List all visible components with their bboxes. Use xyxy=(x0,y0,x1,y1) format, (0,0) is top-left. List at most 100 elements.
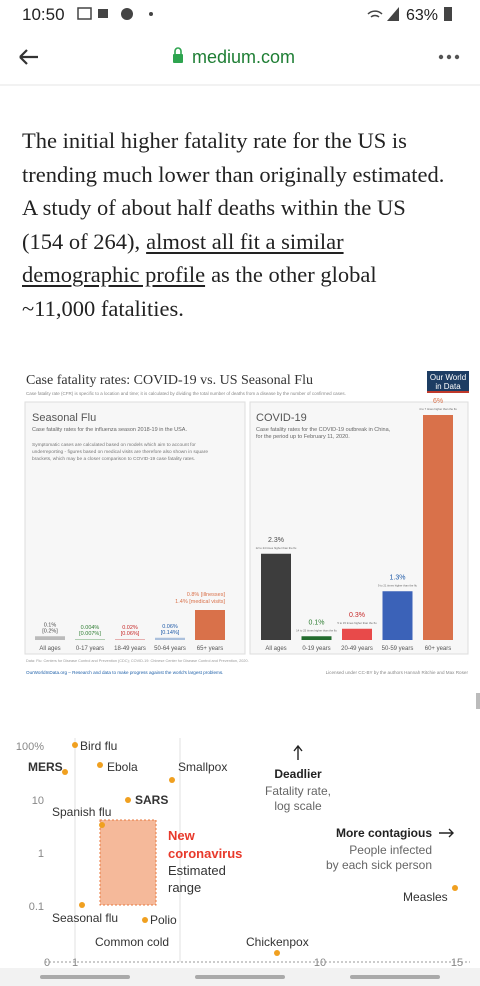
data-point xyxy=(452,885,458,891)
point-label: Spanish flu xyxy=(52,805,111,819)
nav-recents[interactable] xyxy=(40,975,130,979)
nav-home[interactable] xyxy=(195,975,285,979)
bar-label: All ages xyxy=(265,646,286,652)
footer-left: OurWorldInData.org – Research and data t… xyxy=(26,670,223,675)
highlight: New xyxy=(168,828,196,843)
x-note: by each sick person xyxy=(326,858,432,872)
value-label: 0.004% xyxy=(81,625,100,631)
point-label: Seasonal flu xyxy=(52,911,118,925)
estimated-range xyxy=(99,819,157,906)
x-tick-label: 15 xyxy=(451,957,463,969)
line: (154 of 264), almost all fit a similar xyxy=(22,225,472,259)
value-label-alt: [0.06%] xyxy=(121,631,140,637)
bar-label: 50-59 years xyxy=(382,646,414,652)
up-arrow xyxy=(293,744,303,760)
value-label: 0.06% xyxy=(162,624,178,630)
signal-icon xyxy=(387,7,399,21)
value-label: 6% xyxy=(433,398,443,405)
dot xyxy=(149,12,153,16)
point-label: Bird flu xyxy=(80,739,117,753)
value-label-alt: 1.4% [medical visits] xyxy=(175,599,225,605)
logo-bar xyxy=(427,391,469,393)
line: A study of about half deaths within the … xyxy=(22,195,406,221)
logo-text: Our World xyxy=(430,373,466,382)
lock-icon xyxy=(173,54,183,63)
video-icon xyxy=(98,9,108,18)
panel-note: Symptomatic cases are calculated based o… xyxy=(32,442,196,448)
value-note: 5 to 15 times higher than the flu xyxy=(337,621,377,625)
time: 10:50 xyxy=(22,5,65,24)
bar xyxy=(195,610,225,640)
logo xyxy=(427,371,469,393)
data-point xyxy=(72,742,78,748)
battery-icon xyxy=(444,7,452,21)
bar-label: 0-19 years xyxy=(302,646,330,652)
fig1-subtitle: Case fatality rate (CFR) is specific to … xyxy=(26,391,346,396)
point-label: Ebola xyxy=(107,760,138,774)
scrollbar xyxy=(476,693,480,709)
y-tick-label: 10 xyxy=(32,795,44,807)
bar-label: 50-64 years xyxy=(154,646,186,652)
link[interactable]: almost all fit a similar xyxy=(146,228,344,254)
value-note: 12 to 24 times higher than the flu xyxy=(256,546,297,550)
value-label: 0.02% xyxy=(122,625,138,631)
bar xyxy=(423,415,453,640)
range-label: Estimated xyxy=(168,863,226,878)
value-label: 1.3% xyxy=(390,574,406,581)
range-label: range xyxy=(168,880,201,895)
battery-level: 63% xyxy=(406,7,438,24)
nav-back[interactable] xyxy=(350,975,440,979)
data-point xyxy=(142,917,148,923)
bar xyxy=(155,637,185,640)
text: as the other global xyxy=(211,262,377,288)
value-note: 4 to 7 times higher than the flu xyxy=(419,407,457,411)
y-tick-label: 1 xyxy=(38,848,44,860)
line: demographic profile as the other global xyxy=(22,258,472,292)
fig1-title: Case fatality rates: COVID-19 vs. US Sea… xyxy=(26,373,313,388)
value-label: 0.8% [illnesses] xyxy=(187,592,226,598)
value-note: 14 to 25 times higher than the flu xyxy=(296,628,337,632)
value-label: 0.1% xyxy=(44,622,57,628)
highlight: coronavirus xyxy=(168,846,242,861)
point-label: Polio xyxy=(150,913,177,927)
bar-label: 60+ years xyxy=(425,646,452,652)
panel-note: brackets, which may be a closer comparis… xyxy=(32,456,195,462)
source: Data: Flu: Centers for Disease Control a… xyxy=(26,659,249,663)
line: ~11,000 fatalities. xyxy=(22,295,184,321)
value-label: 0.1% xyxy=(309,619,325,626)
right-arrow xyxy=(439,828,454,838)
bar-label: 20-49 years xyxy=(341,646,373,652)
bar xyxy=(75,639,105,640)
point-label: Chickenpox xyxy=(246,935,309,949)
bar-label: 0-17 years xyxy=(76,646,104,652)
bar-label: All ages xyxy=(39,646,60,652)
data-point xyxy=(274,950,280,956)
url[interactable]: medium.com xyxy=(192,47,295,67)
back-button[interactable] xyxy=(19,49,38,65)
bar-label: 18-49 years xyxy=(114,646,146,652)
value-note: 9 to 21 times higher than the flu xyxy=(378,583,418,587)
x-tick-label: 0 xyxy=(44,957,50,969)
panel-subtitle: for the period up to February 11, 2020. xyxy=(256,434,350,440)
x-tick-label: 1 xyxy=(72,957,78,969)
y-tick-label: 0.1 xyxy=(29,901,44,913)
x-title: More contagious xyxy=(336,826,432,840)
figure-2: 100% 10 1 0.1 0 1 10 15 MERS Bird flu Ebola Smallpo… xyxy=(16,738,470,969)
article: The initial higher fatality rate for the… xyxy=(22,124,472,326)
data-point xyxy=(97,762,103,768)
menu-button[interactable] xyxy=(438,54,460,60)
bar xyxy=(382,591,413,640)
link[interactable]: demographic profile xyxy=(22,262,206,288)
bar xyxy=(342,628,372,640)
y-title: Deadlier xyxy=(274,767,322,781)
data-point xyxy=(62,769,68,775)
text: (154 of 264), xyxy=(22,228,141,254)
data-point xyxy=(99,822,105,828)
footer-right: Licensed under CC-BY by the authors Hann… xyxy=(326,670,469,675)
point-label: Smallpox xyxy=(178,760,227,774)
panel-note: underreporting - figures based on medica… xyxy=(32,449,208,455)
data-point xyxy=(79,902,85,908)
point-label: Measles xyxy=(403,890,448,904)
